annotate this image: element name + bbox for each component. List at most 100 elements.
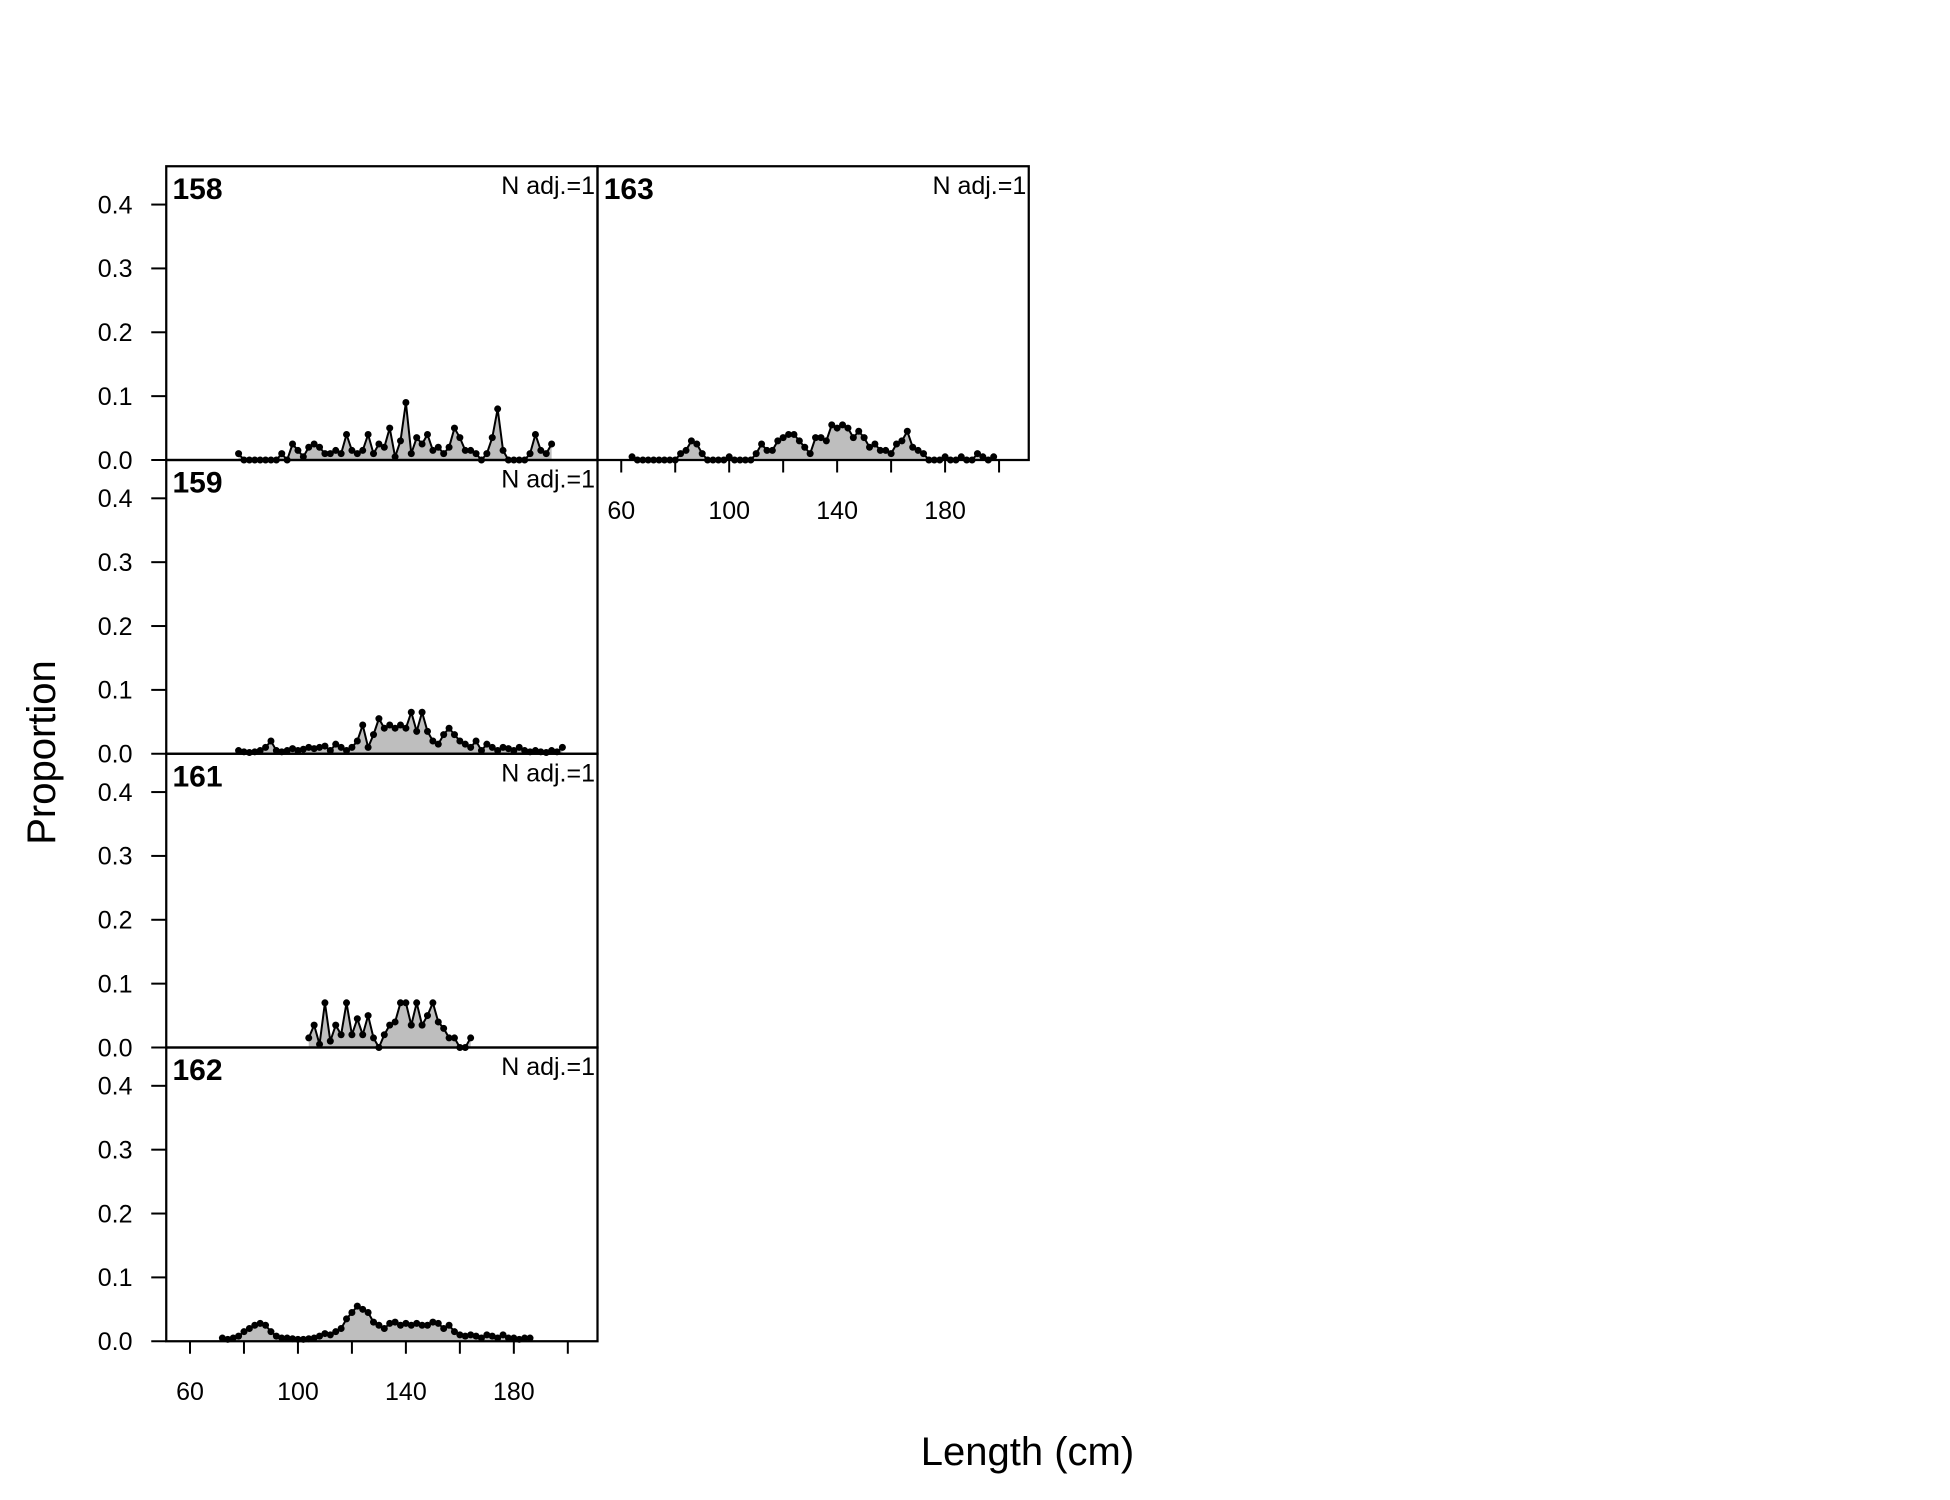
point [687,437,695,445]
point [386,1021,394,1029]
point [283,1334,291,1342]
y-tick-label: 0.3 [98,549,133,577]
point [483,740,491,748]
point [941,453,949,461]
point [429,446,437,454]
y-tick-label: 0.2 [98,319,133,347]
point [531,430,539,438]
panel-title: 158 [173,173,223,206]
area-fill [632,424,994,460]
point [289,745,297,753]
point [294,747,302,755]
point [407,450,415,458]
point [413,1319,421,1327]
point [434,1018,442,1026]
point [310,440,318,448]
point [375,440,383,448]
point [316,443,324,451]
point [321,450,329,458]
point [429,1318,437,1326]
x-tick-label: 60 [607,497,635,525]
point [235,1332,243,1340]
point [305,443,313,451]
point [337,450,345,458]
point [396,721,404,729]
point [283,747,291,755]
area-fill [238,712,563,754]
point [785,430,793,438]
point [402,399,410,407]
point [548,747,556,755]
point [467,743,475,751]
point [272,1332,280,1340]
point [914,446,922,454]
y-tick-label: 0.0 [98,447,133,475]
point [510,747,518,755]
point [386,721,394,729]
point [353,1302,361,1310]
point [370,450,378,458]
point [521,1334,529,1342]
point [326,747,334,755]
point [483,450,491,458]
x-tick-label: 180 [493,1378,535,1406]
point [278,1334,286,1342]
point [795,437,803,445]
point [310,745,318,753]
point [876,446,884,454]
point [790,430,798,438]
point [494,1334,502,1342]
point [909,443,917,451]
point [299,745,307,753]
point [450,731,458,739]
point [380,1031,388,1039]
point [504,745,512,753]
point [305,1034,313,1042]
point [348,1309,356,1317]
point [456,1331,464,1339]
point [353,450,361,458]
point [267,737,275,745]
x-tick-label: 100 [277,1378,319,1406]
point [294,446,302,454]
point [537,446,545,454]
point [348,446,356,454]
point [305,743,313,751]
point [477,1334,485,1342]
point [391,724,399,732]
panel-title: 163 [604,173,654,206]
point [364,743,372,751]
point [806,450,814,458]
y-tick-label: 0.3 [98,843,133,871]
point [364,430,372,438]
point [423,727,431,735]
point [407,1321,415,1329]
point [510,1334,518,1342]
point [321,1330,329,1338]
x-tick-label: 180 [924,497,966,525]
point [418,440,426,448]
point [332,740,340,748]
point [752,450,760,458]
y-tick-label: 0.4 [98,485,133,513]
point [316,1332,324,1340]
point [768,446,776,454]
point [251,1321,259,1329]
point [445,724,453,732]
point [521,747,529,755]
point [413,434,421,442]
y-tick-label: 0.3 [98,255,133,283]
point [882,446,890,454]
point [364,1012,372,1020]
point [461,1332,469,1340]
point [343,1315,351,1323]
point [429,737,437,745]
point [418,1321,426,1329]
point [343,430,351,438]
point [332,1021,340,1029]
point [488,743,496,751]
point [262,743,270,751]
point [423,430,431,438]
point [423,1321,431,1329]
y-tick-label: 0.2 [98,907,133,935]
